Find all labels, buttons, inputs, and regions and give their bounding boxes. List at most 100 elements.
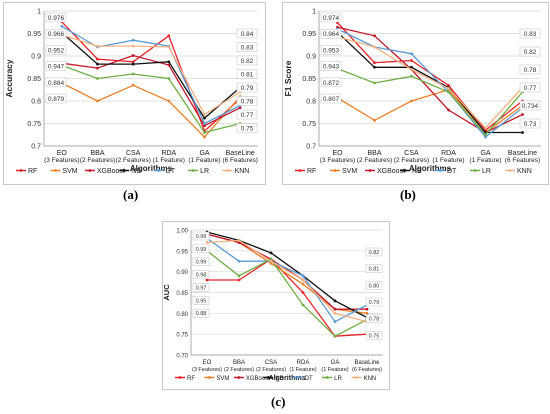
y-tick-label: 0.95 xyxy=(302,31,316,38)
legend-marker-rf xyxy=(298,169,302,172)
x-tick-sublabel: (6 Features) xyxy=(505,157,540,164)
value-callout-box xyxy=(519,46,541,57)
data-point-xgboost xyxy=(373,34,376,38)
value-callout-box xyxy=(45,28,67,39)
y-tick-label: 0.80 xyxy=(176,312,188,318)
value-callout-label: 0.75 xyxy=(241,126,254,133)
y-tick-label: 0.75 xyxy=(176,333,188,339)
legend-label-dt: DT xyxy=(305,376,313,382)
value-callout-box xyxy=(236,96,258,106)
series-line-nb xyxy=(61,32,241,120)
y-tick-label: 0.8 xyxy=(306,99,316,106)
y-tick-label: 0.7 xyxy=(306,144,316,151)
value-callout-label: 0.95 xyxy=(196,298,207,304)
value-callout-label: 0.83 xyxy=(241,45,254,52)
data-point-dt xyxy=(60,24,64,28)
x-tick-sublabel: (2 Features) xyxy=(357,157,392,164)
data-point-dt xyxy=(203,122,206,125)
data-point-xgboost xyxy=(96,66,99,70)
legend-label-nb: NB xyxy=(131,168,141,175)
x-tick-label: CSA xyxy=(126,150,141,157)
data-point-rf xyxy=(410,59,413,62)
value-callout-box xyxy=(236,82,258,93)
y-tick-label: 0.85 xyxy=(27,76,41,83)
value-callout-label: 0.947 xyxy=(48,64,65,71)
value-callout-box xyxy=(365,331,383,340)
data-point-knn xyxy=(269,259,273,263)
x-tick-sublabel: (1 Feature) xyxy=(153,157,185,164)
value-callout-box xyxy=(320,28,342,39)
value-callout-box xyxy=(45,61,67,71)
x-tick-sublabel: (6 Features) xyxy=(352,367,382,373)
legend-label-xgboost: XGBoost xyxy=(246,376,270,382)
legend-label-nb: NB xyxy=(412,168,422,175)
data-point-dt xyxy=(484,135,487,139)
value-callout-label: 0.77 xyxy=(524,85,537,92)
auc-chart: 0.70 0.75 0.80 0.85 0.90 0.95 1.00 EO(3 Feature… xyxy=(162,229,383,382)
x-axis-title: Algorithms xyxy=(409,164,452,173)
data-point-xgboost xyxy=(447,108,450,112)
value-callout-box xyxy=(365,281,383,290)
data-point-rf xyxy=(373,61,376,65)
y-axis-title: Accuracy xyxy=(4,59,14,98)
y-tick-label: 0.9 xyxy=(306,54,316,61)
value-callout-label: 0.974 xyxy=(323,15,340,22)
data-point-knn xyxy=(167,45,171,49)
x-tick-sublabel: (1 Feature) xyxy=(321,367,348,373)
data-point-knn xyxy=(205,241,209,244)
value-callout-label: 0.976 xyxy=(48,15,65,22)
data-point-svm xyxy=(269,261,273,265)
value-callout-box xyxy=(45,77,67,88)
value-callout-label: 0.952 xyxy=(48,47,65,54)
y-tick-label: 0.75 xyxy=(302,121,316,128)
data-point-knn xyxy=(447,87,450,90)
data-point-xgboost xyxy=(237,241,241,244)
x-tick-label: BaseLine xyxy=(508,150,537,157)
y-tick-label: 0.85 xyxy=(302,76,316,83)
legend-marker-knn xyxy=(226,169,229,172)
auc-chart-panel: 0.70 0.75 0.80 0.85 0.90 0.95 1.00 EO (3 Feature… xyxy=(162,221,390,390)
value-callout-box xyxy=(236,123,258,133)
value-callout-label: 0.78 xyxy=(369,317,380,323)
series-line-lr xyxy=(337,67,523,136)
y-tick-label: 0.85 xyxy=(176,291,188,297)
value-callout-box xyxy=(236,69,258,79)
value-callout-label: 0.78 xyxy=(524,67,537,74)
data-point-rf xyxy=(167,34,171,38)
x-axis-title: Algorithms xyxy=(130,164,173,173)
y-tick-label: 1 xyxy=(37,9,41,16)
data-point-lr xyxy=(237,274,241,278)
caption-b: (b) xyxy=(400,187,416,202)
series-line-lr xyxy=(206,250,368,337)
value-callout-label: 0.98 xyxy=(196,273,207,279)
data-point-nb xyxy=(131,62,135,66)
caption-a: (a) xyxy=(123,187,139,202)
x-axis-title: Algorithms xyxy=(269,375,306,382)
data-point-rf xyxy=(237,278,241,282)
x-tick-label: GA xyxy=(331,360,340,366)
data-point-knn xyxy=(237,239,241,242)
value-callout-box xyxy=(45,45,67,55)
value-callout-label: 0.943 xyxy=(323,64,340,71)
data-point-svm xyxy=(373,118,376,122)
data-point-rf xyxy=(205,278,209,282)
value-callout-label: 0.964 xyxy=(323,31,340,38)
x-tick-sublabel: (2 Features) xyxy=(115,157,150,164)
data-point-svm xyxy=(167,99,171,103)
legend-marker-dt xyxy=(438,169,442,172)
legend-marker-xgboost xyxy=(88,169,92,172)
x-tick-label: BBA xyxy=(367,150,381,157)
data-point-lr xyxy=(410,74,413,78)
y-tick-label: 0.9 xyxy=(31,54,41,61)
x-tick-sublabel: (1 Feature) xyxy=(469,157,501,164)
x-tick-label: GA xyxy=(199,150,209,157)
value-callout-box xyxy=(192,296,210,305)
data-point-rf xyxy=(447,83,450,87)
value-callout-box xyxy=(320,12,342,23)
x-tick-label: BaseLine xyxy=(226,150,255,157)
legend-label-xgboost: XGBoost xyxy=(377,168,405,175)
value-callout-label: 0.88 xyxy=(196,311,207,317)
legend-label-svm: SVM xyxy=(216,376,229,382)
value-callout-box xyxy=(192,270,210,279)
value-callout-box xyxy=(320,45,342,55)
